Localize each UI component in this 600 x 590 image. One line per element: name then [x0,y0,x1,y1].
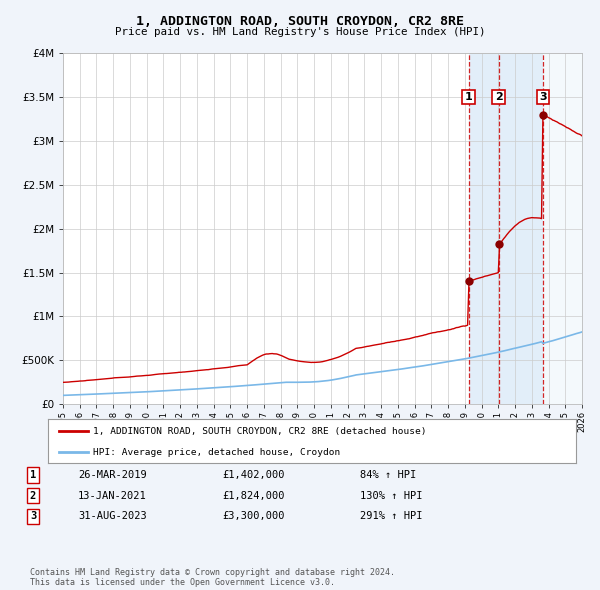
Text: 13-JAN-2021: 13-JAN-2021 [78,491,147,500]
Text: Price paid vs. HM Land Registry's House Price Index (HPI): Price paid vs. HM Land Registry's House … [115,27,485,37]
Bar [469,53,543,404]
Text: 291% ↑ HPI: 291% ↑ HPI [360,512,422,521]
Text: 130% ↑ HPI: 130% ↑ HPI [360,491,422,500]
Text: Contains HM Land Registry data © Crown copyright and database right 2024.
This d: Contains HM Land Registry data © Crown c… [30,568,395,587]
Text: 1, ADDINGTON ROAD, SOUTH CROYDON, CR2 8RE: 1, ADDINGTON ROAD, SOUTH CROYDON, CR2 8R… [136,15,464,28]
Text: 3: 3 [539,92,547,102]
Text: £3,300,000: £3,300,000 [222,512,284,521]
Text: 26-MAR-2019: 26-MAR-2019 [78,470,147,480]
Text: 1: 1 [465,92,473,102]
Text: HPI: Average price, detached house, Croydon: HPI: Average price, detached house, Croy… [93,448,340,457]
Text: £1,824,000: £1,824,000 [222,491,284,500]
Text: 84% ↑ HPI: 84% ↑ HPI [360,470,416,480]
Text: 3: 3 [30,512,36,521]
Text: 2: 2 [495,92,503,102]
Bar [543,53,582,404]
Text: 1, ADDINGTON ROAD, SOUTH CROYDON, CR2 8RE (detached house): 1, ADDINGTON ROAD, SOUTH CROYDON, CR2 8R… [93,427,427,436]
Text: £1,402,000: £1,402,000 [222,470,284,480]
Text: 1: 1 [30,470,36,480]
Bar [543,53,582,404]
Text: 31-AUG-2023: 31-AUG-2023 [78,512,147,521]
Text: 2: 2 [30,491,36,500]
